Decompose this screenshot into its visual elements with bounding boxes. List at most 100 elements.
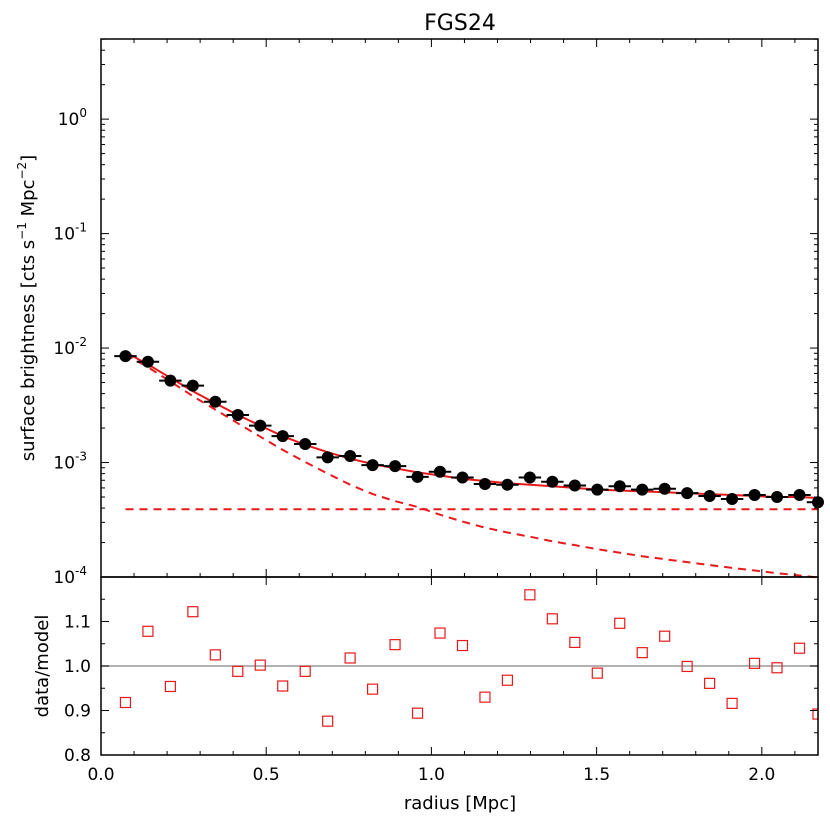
data-point xyxy=(344,450,357,463)
data-point xyxy=(726,493,739,506)
bottom-plot-frame xyxy=(100,576,819,756)
data-point xyxy=(546,475,559,488)
y-tick-label-exponent: -3 xyxy=(75,450,87,464)
y-tick-label: 10-4 xyxy=(53,564,87,588)
ratio-point xyxy=(344,652,356,664)
ratio-point xyxy=(524,589,536,601)
data-point xyxy=(478,477,491,490)
ratio-point xyxy=(142,625,154,637)
ratio-point xyxy=(299,665,311,677)
ratio-point xyxy=(501,674,514,686)
ratio-point xyxy=(434,627,446,639)
top-y-label-sup1: −1 xyxy=(15,222,29,240)
series-line-cluster-component xyxy=(125,353,819,579)
data-point xyxy=(568,479,581,492)
ratio-point xyxy=(209,649,221,661)
x-tick-label: 2.0 xyxy=(748,765,775,785)
ratio-point xyxy=(569,636,581,649)
ratio-point xyxy=(636,647,648,659)
data-point xyxy=(141,355,154,368)
ratio-point xyxy=(187,606,199,618)
ratio-point xyxy=(254,659,266,671)
ratio-point xyxy=(389,639,401,651)
ratio-point xyxy=(479,691,491,703)
data-point xyxy=(613,480,626,493)
data-point xyxy=(793,489,806,502)
data-point xyxy=(591,483,604,496)
data-point xyxy=(703,490,716,503)
data-point xyxy=(321,451,334,464)
y-tick-label: 0.8 xyxy=(64,746,91,766)
data-point xyxy=(636,483,649,496)
x-tick-label: 1.5 xyxy=(583,765,610,785)
top-y-axis-label: surface brightness [cts s−1 Mpc−2] xyxy=(15,155,39,461)
ratio-point xyxy=(748,657,761,669)
ratio-point xyxy=(726,697,738,709)
data-point xyxy=(411,470,424,483)
ratio-point xyxy=(614,617,626,629)
y-tick-label-base: 10 xyxy=(53,454,75,474)
y-tick-label: 100 xyxy=(58,106,87,130)
x-tick-label: 0.5 xyxy=(253,765,280,785)
ratio-point xyxy=(322,715,334,727)
chart-title: FGS24 xyxy=(424,11,496,36)
y-tick-label-base: 10 xyxy=(53,225,75,245)
ratio-point xyxy=(456,639,469,652)
ratio-point xyxy=(277,680,289,692)
data-point xyxy=(276,430,289,443)
x-tick-label: 1.0 xyxy=(418,765,445,785)
data-point xyxy=(771,490,784,503)
ratio-point xyxy=(771,662,783,674)
y-tick-label-exponent: 0 xyxy=(79,106,87,120)
ratio-point xyxy=(659,630,671,642)
x-axis-label: radius [Mpc] xyxy=(404,793,516,814)
data-point xyxy=(231,409,244,422)
y-tick-label: 1.1 xyxy=(64,613,91,633)
y-tick-label-exponent: -4 xyxy=(75,564,87,578)
ratio-point xyxy=(164,680,176,693)
top-y-label-sup2: −2 xyxy=(15,162,29,180)
data-point xyxy=(254,419,267,432)
ratio-point xyxy=(591,667,603,679)
ratio-point xyxy=(411,707,424,719)
ratio-point xyxy=(793,642,806,654)
top-y-label-end: ] xyxy=(18,155,39,162)
ratio-point xyxy=(681,660,693,673)
ratio-point xyxy=(367,683,379,695)
data-point xyxy=(501,478,514,491)
bottom-panel: 0.8 0.9 1.0 1.1 0.0 0.5 1.0 1.5 2.0 xyxy=(64,576,819,785)
y-tick-label: 10-1 xyxy=(53,221,87,245)
y-tick-label: 10-3 xyxy=(53,450,87,474)
data-point xyxy=(434,465,447,478)
data-point xyxy=(748,489,761,502)
data-point xyxy=(681,487,694,500)
data-point xyxy=(658,482,671,495)
y-tick-label-exponent: -2 xyxy=(75,335,87,349)
y-tick-label: 1.0 xyxy=(64,657,91,677)
ratio-point xyxy=(232,665,244,677)
data-point xyxy=(523,471,536,484)
data-point xyxy=(299,438,312,451)
data-point xyxy=(119,350,132,363)
bottom-y-axis-label: data/model xyxy=(32,615,53,718)
ratio-point xyxy=(704,677,716,689)
data-point xyxy=(456,471,469,484)
y-tick-label-exponent: -1 xyxy=(75,221,87,235)
data-point xyxy=(389,460,402,473)
series-line-total-model xyxy=(125,351,819,499)
y-tick-label-base: 10 xyxy=(53,339,75,359)
data-point xyxy=(209,395,222,408)
ratio-point xyxy=(119,696,132,709)
x-tick-label: 0.0 xyxy=(87,765,114,785)
ratio-point xyxy=(546,613,558,625)
y-tick-label: 0.9 xyxy=(64,702,91,722)
data-point xyxy=(186,379,199,392)
y-tick-label-base: 10 xyxy=(58,110,80,130)
top-y-label-main: surface brightness [cts s xyxy=(18,240,39,461)
y-tick-label: 10-2 xyxy=(53,335,87,359)
top-y-label-mid: Mpc xyxy=(18,180,39,223)
data-point xyxy=(366,459,379,472)
data-point xyxy=(164,374,177,387)
